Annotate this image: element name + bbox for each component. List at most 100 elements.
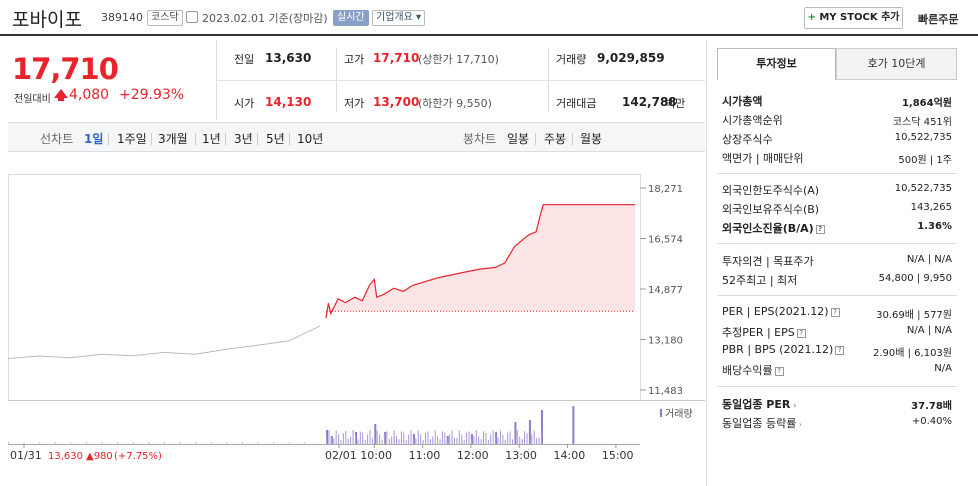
volume-bar (470, 439, 472, 444)
period-3y[interactable]: 3년 (234, 132, 253, 146)
candle-chart-label: 봉차트 (463, 132, 497, 146)
high-value: 17,710 (373, 51, 420, 65)
pbr-label: PBR | BPS (2021.12)? (722, 343, 845, 356)
volume-bar (540, 430, 542, 444)
period-bar (8, 122, 705, 152)
period-5y[interactable]: 5년 (266, 132, 285, 146)
period-3m[interactable]: 3개월 (158, 132, 188, 146)
quick-order-button[interactable]: 빠른주문 (918, 13, 959, 26)
help-icon[interactable]: ? (835, 345, 845, 355)
volume-bar (432, 436, 434, 444)
help-icon[interactable]: ? (774, 366, 784, 376)
y-tick-label: 16,574 (648, 235, 683, 246)
divider (108, 133, 109, 145)
volume-bar (350, 436, 352, 444)
volume-bar (132, 442, 134, 444)
candle-monthly[interactable]: 월봉 (580, 132, 603, 146)
volume-bar (511, 439, 513, 444)
market-cap-value: 1,864억원 (901, 98, 952, 109)
diff-label: 전일대비 (14, 94, 51, 105)
period-10y[interactable]: 10년 (297, 132, 324, 146)
add-mystock-button[interactable]: + MY STOCK 추가 (804, 7, 903, 29)
volume-bar (369, 430, 371, 444)
volume-label: 거래량 (556, 53, 587, 66)
volume-bar (451, 430, 453, 444)
volume-bar (475, 430, 477, 444)
divider (216, 80, 705, 81)
volume-bar (357, 439, 359, 444)
est-per-label: 추정PER | EPS? (722, 324, 806, 340)
open-label: 시가 (234, 97, 255, 110)
tab-hoga[interactable]: 호가 10단계 (836, 48, 957, 80)
volume-bar (345, 431, 347, 444)
volume-bar (514, 422, 517, 444)
stock-name: 포바이포 (12, 9, 82, 31)
price-chart: 18,271 16,574 14,877 13,180 11,483 거래량 01/31 02… (8, 174, 705, 462)
help-icon[interactable]: ? (830, 307, 840, 317)
candle-weekly[interactable]: 주봉 (544, 132, 567, 146)
volume-bar (362, 432, 364, 444)
period-1y[interactable]: 1년 (202, 132, 221, 146)
candle-daily[interactable]: 일봉 (507, 132, 530, 146)
market-cap-label: 시가총액 (722, 95, 763, 108)
divider (225, 133, 226, 145)
volume-bar (367, 434, 369, 444)
market-badge: 코스닥 (147, 10, 183, 26)
prev-day-pct: (+7.75%) (114, 451, 162, 462)
per-text: PER | EPS(2021.12) (722, 305, 829, 318)
volume-bar (441, 431, 443, 444)
sector-rate-label: 동일업종 등락률 › (722, 415, 802, 431)
today-area (326, 204, 636, 319)
volume-bar (347, 439, 349, 444)
volume-bar (117, 442, 119, 444)
volume-bar (328, 430, 330, 444)
prev-day-change: ▲980 (86, 451, 113, 462)
volume-bar (338, 434, 340, 444)
divider (717, 295, 957, 296)
volume-bar (429, 439, 431, 444)
volume-bar (396, 436, 398, 444)
volume-bar (393, 430, 395, 444)
company-info-dropdown[interactable]: 기업개요 ▾ (372, 10, 425, 26)
volume-bar (371, 437, 373, 444)
volume-bar (400, 431, 402, 444)
volume-bar (449, 434, 451, 444)
diff-percent: +29.93% (119, 87, 185, 103)
x-tick-label: 13:00 (505, 449, 537, 462)
x-tick-label: 15:00 (602, 449, 634, 462)
divider (572, 133, 573, 145)
par-value: 500원 | 1주 (898, 155, 952, 166)
cap-rank-label: 시가총액순위 (722, 114, 783, 127)
volume-bar (23, 442, 25, 444)
volume-bar (333, 438, 335, 444)
volume-bar (412, 437, 414, 444)
volume-bar (383, 433, 385, 444)
sector-per-label: 동일업종 PER › (722, 396, 796, 412)
x-tick-label: 01/31 (10, 449, 42, 462)
realtime-button[interactable]: 실시간 (333, 10, 369, 26)
volume-bar (533, 430, 535, 444)
volume-bar (504, 439, 506, 444)
volume-bar (446, 439, 448, 444)
est-per-text: 추정PER | EPS (722, 326, 795, 339)
volume-bar (495, 438, 497, 444)
volume-bar (376, 430, 378, 444)
period-1d[interactable]: 1일 (84, 132, 104, 146)
divider (195, 133, 196, 145)
volume-bar (179, 442, 181, 444)
up-arrow-icon (54, 89, 68, 101)
volume-bar (330, 437, 332, 444)
shares-value: 10,522,735 (894, 132, 952, 143)
volume-bar (456, 437, 458, 444)
volume-bar (342, 433, 344, 444)
help-icon[interactable]: ? (815, 224, 825, 234)
period-1w[interactable]: 1주일 (117, 132, 147, 146)
help-icon[interactable]: ? (796, 328, 806, 338)
volume-bar (226, 442, 228, 444)
tab-invest-info[interactable]: 투자정보 (717, 48, 836, 80)
volume-bar (427, 431, 429, 444)
y-tick-label: 11,483 (648, 386, 683, 397)
foreign-limit-label: 외국인한도주식수(A) (722, 184, 820, 197)
volume-bar (519, 436, 521, 444)
per-label: PER | EPS(2021.12)? (722, 305, 840, 318)
